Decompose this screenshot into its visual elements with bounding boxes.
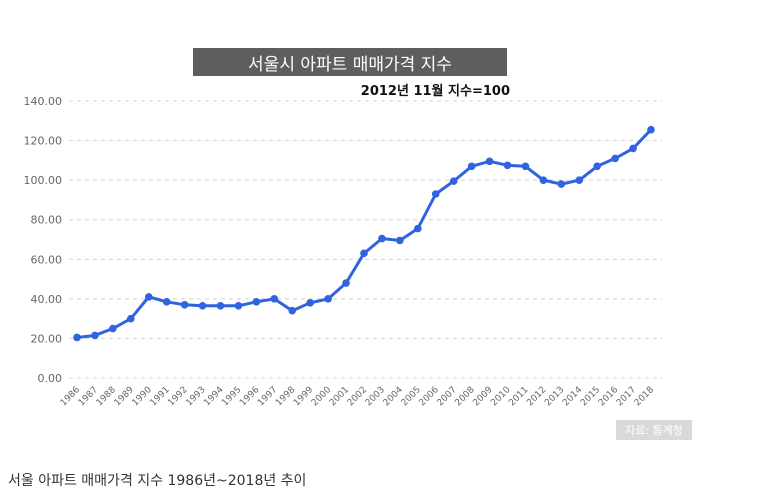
series-line: [75, 128, 653, 339]
data-point: [360, 249, 368, 258]
data-point: [629, 144, 637, 153]
y-tick-label: 80.00: [31, 214, 63, 227]
y-tick-label: 120.00: [24, 135, 63, 148]
data-point: [270, 295, 279, 303]
data-point: [252, 298, 261, 306]
data-point: [109, 324, 117, 333]
x-tick-label: 1993: [184, 385, 207, 408]
x-tick-label: 2016: [597, 385, 620, 408]
data-point: [593, 162, 601, 171]
y-tick-label: 40.00: [31, 293, 63, 306]
y-tick-label: 0.00: [38, 372, 63, 385]
data-point: [485, 157, 494, 166]
x-tick-label: 2000: [310, 385, 333, 408]
y-tick-label: 60.00: [31, 253, 63, 266]
data-point: [539, 176, 548, 184]
x-tick-label: 2014: [561, 385, 584, 408]
y-tick-label: 20.00: [31, 332, 63, 345]
x-tick-label: 1988: [95, 385, 118, 408]
x-tick-label: 1986: [59, 385, 82, 408]
data-point: [414, 224, 422, 233]
x-tick-label: 2007: [436, 385, 459, 408]
x-tick-label: 1999: [292, 385, 315, 408]
data-point: [396, 236, 404, 245]
data-point: [342, 279, 350, 287]
x-tick-label: 1998: [274, 385, 297, 408]
chart-title: 서울시 아파트 매매가격 지수: [193, 48, 507, 76]
y-tick-label: 140.00: [24, 95, 63, 108]
data-point: [198, 301, 207, 310]
x-tick-label: 1990: [131, 385, 154, 408]
series-line-path: [75, 128, 653, 339]
data-point: [431, 190, 440, 198]
source-badge: 자료: 통계청: [616, 420, 692, 440]
x-tick-label: 1992: [166, 385, 189, 408]
x-tick-label: 2018: [633, 385, 656, 408]
x-tick-label: 1991: [149, 385, 172, 408]
data-point: [127, 314, 135, 323]
x-axis-ticks: 1986198719881989199019911992199319941995…: [59, 385, 656, 408]
data-point: [324, 295, 332, 303]
data-point: [73, 333, 81, 342]
data-point: [449, 177, 458, 185]
data-point: [503, 161, 512, 170]
x-tick-label: 2010: [489, 385, 512, 408]
data-point: [216, 301, 225, 310]
series-points: [73, 125, 655, 342]
x-tick-label: 2001: [328, 385, 351, 408]
x-tick-label: 1987: [77, 385, 100, 408]
x-tick-label: 1994: [202, 385, 225, 408]
figure-caption: 서울 아파트 매매가격 지수 1986년~2018년 추이: [8, 473, 307, 489]
x-tick-label: 1995: [220, 385, 243, 408]
data-point: [162, 298, 171, 306]
x-tick-label: 2013: [543, 385, 566, 408]
data-point: [234, 301, 243, 310]
x-tick-label: 2004: [382, 385, 405, 408]
data-point: [575, 176, 584, 184]
data-point: [557, 180, 566, 188]
x-tick-label: 1997: [256, 385, 279, 408]
x-tick-label: 2005: [400, 385, 423, 408]
x-tick-label: 2017: [615, 385, 638, 408]
data-point: [91, 331, 99, 340]
x-tick-label: 2006: [418, 385, 441, 408]
data-point: [611, 154, 619, 163]
x-tick-label: 2003: [364, 385, 387, 408]
data-point: [180, 300, 189, 309]
data-point: [288, 306, 297, 315]
x-tick-label: 2002: [346, 385, 369, 408]
data-point: [467, 162, 476, 171]
y-axis-ticks: 0.00 20.00 40.00 60.00 80.00 100.00 120.00 140.…: [24, 95, 63, 385]
x-tick-label: 2012: [525, 385, 548, 408]
x-tick-label: 1996: [238, 385, 261, 408]
data-point: [144, 293, 153, 301]
x-tick-label: 2008: [453, 385, 476, 408]
data-point: [521, 162, 530, 171]
data-point: [378, 234, 386, 243]
x-tick-label: 2011: [507, 385, 530, 408]
x-tick-label: 2009: [471, 385, 494, 408]
gridlines: [69, 100, 662, 379]
data-point: [306, 299, 314, 307]
x-tick-label: 1989: [113, 385, 136, 408]
data-point: [647, 125, 655, 134]
y-tick-label: 100.00: [24, 174, 63, 187]
chart-subtitle: 2012년 11월 지수=100: [360, 84, 510, 99]
x-tick-label: 2015: [579, 385, 602, 408]
